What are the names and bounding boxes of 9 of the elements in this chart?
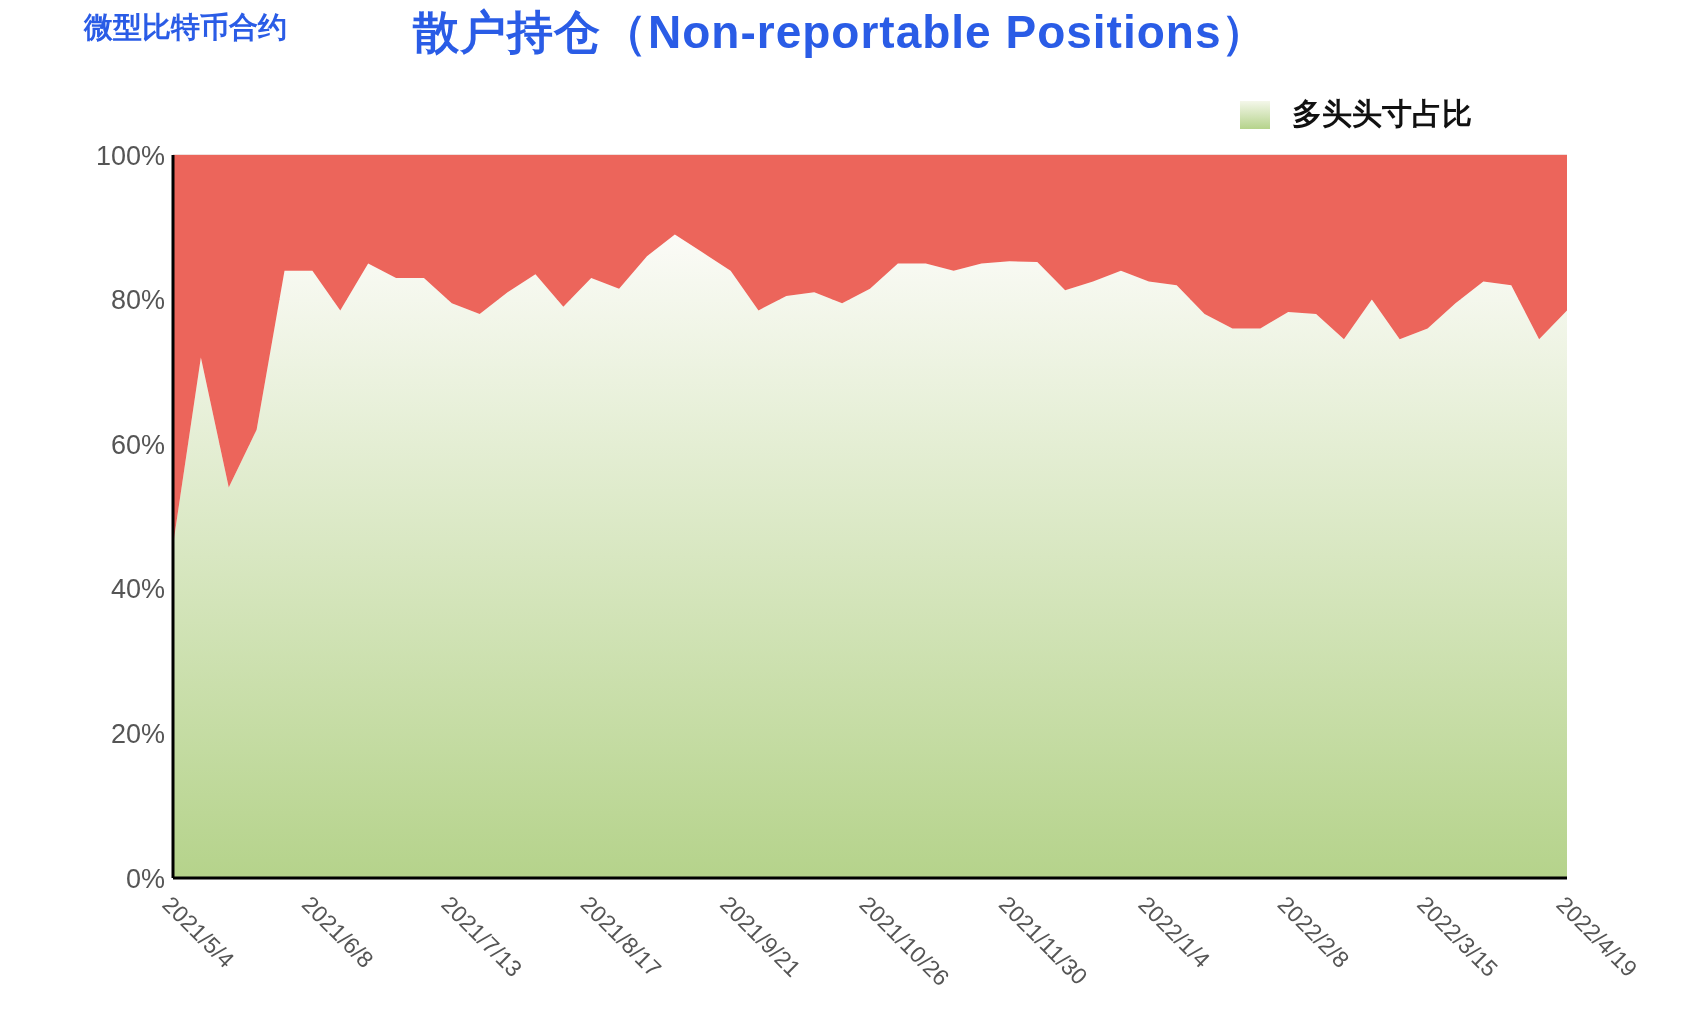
- chart-title: 散户持仓（Non-reportable Positions）: [413, 5, 1269, 60]
- y-tick-label: 60%: [110, 429, 165, 460]
- legend-label: 多头头寸占比: [1292, 96, 1472, 132]
- y-tick-label: 40%: [110, 574, 165, 605]
- y-tick-label: 100%: [95, 140, 165, 171]
- chart-subtitle: 微型比特币合约: [84, 10, 287, 45]
- y-tick-label: 20%: [110, 718, 165, 749]
- y-tick-label: 80%: [110, 285, 165, 316]
- y-tick-label: 0%: [125, 863, 165, 894]
